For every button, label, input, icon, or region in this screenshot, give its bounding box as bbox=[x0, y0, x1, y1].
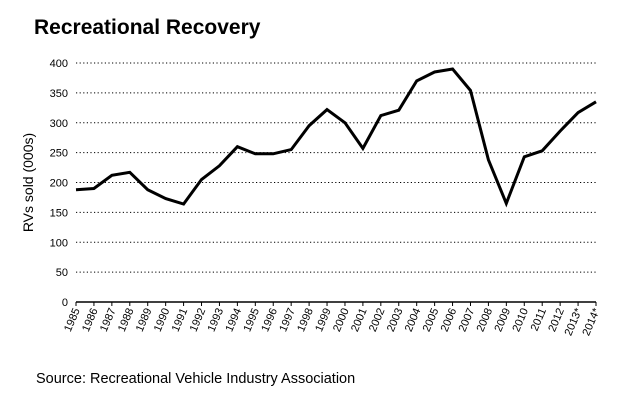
y-tick-label: 100 bbox=[50, 237, 68, 249]
grid-layer bbox=[76, 62, 596, 273]
series-layer bbox=[75, 67, 597, 208]
y-axis-label: RVs sold (000s) bbox=[20, 133, 36, 232]
axis-layer bbox=[75, 301, 597, 306]
y-tick-label: 250 bbox=[50, 148, 68, 160]
y-tick-label: 400 bbox=[50, 58, 68, 70]
series-line bbox=[75, 67, 597, 208]
y-tick-label: 300 bbox=[50, 118, 68, 130]
y-tick-label: 200 bbox=[50, 178, 68, 190]
x-tick-label: 2010 bbox=[510, 306, 531, 333]
y-tick-label: 0 bbox=[62, 297, 68, 309]
chart-title: Recreational Recovery bbox=[34, 16, 261, 39]
y-tick-label: 150 bbox=[50, 207, 68, 219]
y-tick-labels: 0 50 100 150 200 250 300 350 400 bbox=[50, 58, 68, 309]
source-note: Source: Recreational Vehicle Industry As… bbox=[36, 371, 356, 387]
x-tick-label: 2014* bbox=[580, 306, 603, 338]
x-tick-labels: 1985198619871988198919901991199219931994… bbox=[62, 306, 603, 338]
y-tick-label: 50 bbox=[56, 267, 68, 279]
y-tick-label: 350 bbox=[50, 88, 68, 100]
